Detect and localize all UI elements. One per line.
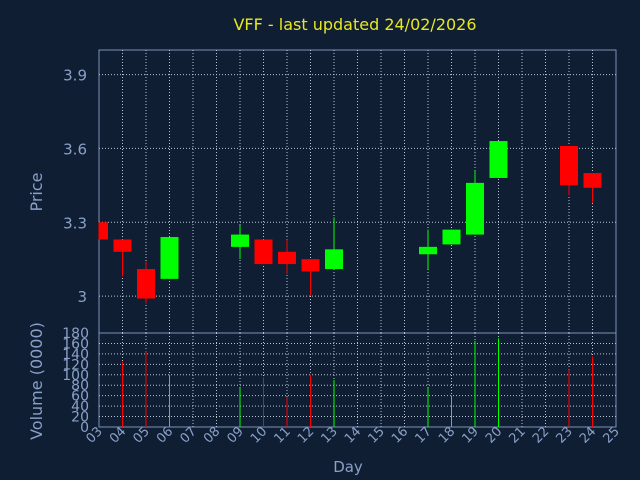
candle-body — [325, 249, 343, 270]
x-tick-label: 22 — [530, 424, 552, 446]
x-tick-label: 17 — [413, 424, 435, 446]
price-tick-label: 3.6 — [63, 140, 87, 158]
x-tick-label: 11 — [272, 424, 294, 446]
volume-tick-label: 40 — [71, 399, 89, 415]
price-tick-label: 3.3 — [63, 214, 87, 232]
candle-body — [560, 145, 578, 186]
volume-tick-label: 20 — [71, 410, 89, 426]
candle-body — [160, 237, 179, 279]
price-tick-label: 3.9 — [63, 67, 87, 85]
x-tick-label: 15 — [366, 424, 388, 446]
x-tick-label: 07 — [178, 424, 200, 446]
volume-axis-label: Volume (0000) — [27, 322, 46, 440]
candle-body — [254, 239, 273, 265]
candle-body — [231, 234, 249, 247]
volume-tick-label: 160 — [62, 336, 89, 352]
x-tick-label: 25 — [601, 424, 623, 446]
x-tick-label: 06 — [154, 424, 176, 446]
chart-title: VFF - last updated 24/02/2026 — [233, 15, 476, 34]
x-tick-label: 18 — [436, 424, 458, 446]
candle-body — [466, 182, 484, 235]
x-tick-label: 16 — [389, 424, 411, 446]
x-tick-label: 20 — [483, 424, 505, 446]
volume-tick-label: 80 — [71, 378, 89, 394]
candle-body — [419, 246, 437, 255]
x-tick-label: 23 — [554, 424, 576, 446]
x-axis-label: Day — [333, 458, 363, 476]
x-tick-label: 21 — [507, 424, 529, 446]
x-tick-label: 12 — [295, 424, 317, 446]
x-tick-label: 05 — [131, 424, 153, 446]
candle-body — [301, 259, 320, 272]
volume-tick-label: 0 — [80, 420, 89, 436]
x-tick-label: 14 — [342, 424, 364, 446]
x-tick-label: 13 — [319, 424, 341, 446]
candle-body — [137, 269, 155, 299]
price-tick-label: 3 — [77, 288, 87, 306]
candle-body — [99, 222, 108, 240]
candle-body — [489, 141, 508, 178]
candle-body — [278, 251, 296, 265]
volume-panel-frame — [98, 332, 617, 428]
x-tick-label: 19 — [460, 424, 482, 446]
volume-tick-label: 180 — [62, 326, 89, 342]
price-axis-label: Price — [27, 172, 46, 211]
volume-tick-label: 140 — [62, 347, 89, 363]
x-tick-label: 08 — [201, 424, 223, 446]
x-tick-label: 24 — [577, 424, 599, 446]
volume-tick-label: 60 — [71, 389, 89, 405]
candle-body — [442, 229, 461, 245]
candle-body — [113, 239, 132, 252]
volume-tick-label: 120 — [62, 357, 89, 373]
x-tick-label: 09 — [225, 424, 247, 446]
volume-tick-label: 100 — [62, 368, 89, 384]
candle-body — [583, 173, 602, 188]
x-tick-label: 04 — [107, 424, 129, 446]
x-tick-label: 10 — [248, 424, 270, 446]
